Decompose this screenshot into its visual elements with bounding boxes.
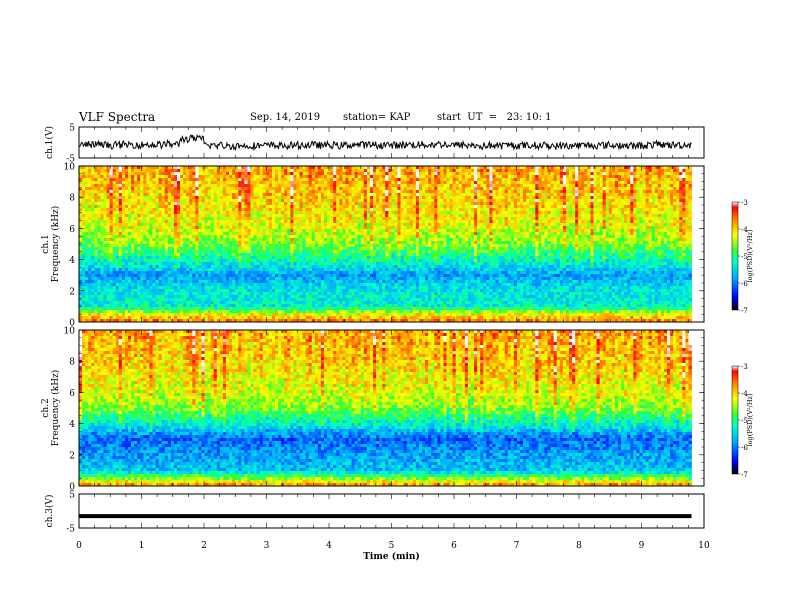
y-tick-label: 5 [69, 124, 75, 134]
y-tick-label: 2 [69, 451, 75, 461]
colorbar-ch1 [732, 202, 738, 310]
x-tick-label: 10 [698, 541, 710, 551]
vlf-spectra-figure: -3-4-5-6-7log(PSD)(V²/Hz)-3-4-5-6-7log(P… [0, 0, 792, 612]
y-tick-label: 8 [69, 358, 75, 368]
y-axis-label: ch.1(V) [44, 126, 55, 159]
x-tick-label: 7 [514, 541, 520, 551]
colorbar-tick-label: -7 [741, 471, 748, 479]
colorbar-label: log(PSD)(V²/Hz) [746, 229, 754, 282]
y-axis-label: Frequency (kHz) [50, 370, 61, 447]
colorbar-label: log(PSD)(V²/Hz) [746, 393, 754, 446]
x-tick-label: 3 [264, 541, 270, 551]
y-tick-label: 10 [64, 163, 76, 173]
y-tick-label: 2 [69, 287, 75, 297]
colorbar-tick-label: -3 [741, 199, 748, 207]
x-tick-label: 8 [576, 541, 582, 551]
ch1-waveform-line [79, 135, 692, 150]
x-tick-label: 0 [76, 541, 82, 551]
y-tick-label: 6 [69, 389, 75, 399]
y-axis-label: Frequency (kHz) [50, 206, 61, 283]
y-tick-label: 6 [69, 225, 75, 235]
colorbar-tick-label: -3 [741, 363, 748, 371]
x-tick-label: 9 [639, 541, 645, 551]
channel-label: ch.2 [41, 398, 51, 417]
y-tick-label: 4 [69, 256, 75, 266]
y-tick-label: 5 [69, 491, 75, 501]
spectrogram-ch1 [79, 166, 692, 322]
colorbar-tick-label: -7 [741, 307, 748, 315]
x-tick-label: 4 [326, 541, 332, 551]
y-axis-label: ch.3(V) [44, 495, 55, 528]
spectrogram-ch2 [79, 330, 692, 486]
x-tick-label: 2 [201, 541, 207, 551]
y-tick-label: 8 [69, 194, 75, 204]
x-tick-label: 6 [451, 541, 457, 551]
x-tick-label: 5 [389, 541, 395, 551]
panel-frame [79, 494, 704, 528]
channel-label: ch.1 [41, 234, 51, 253]
y-tick-label: 10 [64, 327, 76, 337]
y-tick-label: 4 [69, 420, 75, 430]
x-tick-label: 1 [139, 541, 145, 551]
y-tick-label: -5 [66, 525, 75, 535]
colorbar-ch2 [732, 366, 738, 474]
x-axis-label: Time (min) [363, 551, 420, 562]
